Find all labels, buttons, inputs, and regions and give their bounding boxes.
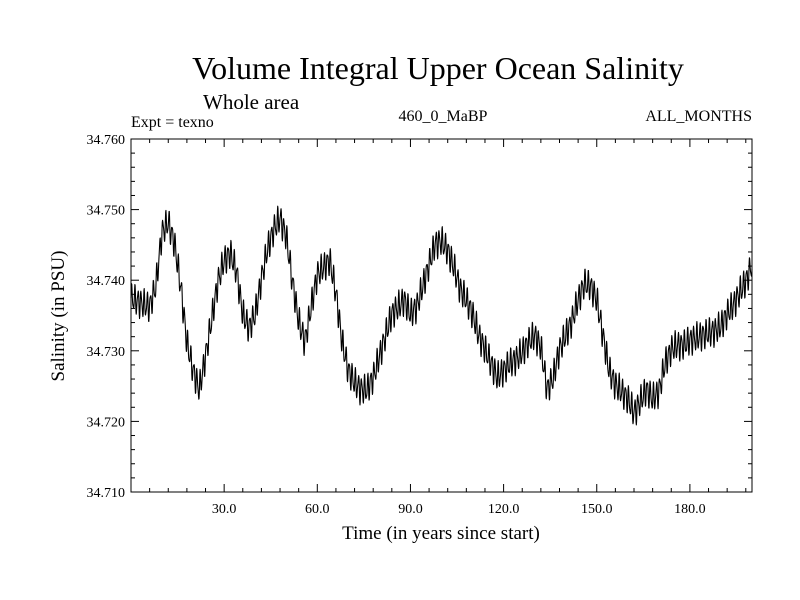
y-tick-label: 34.710 bbox=[87, 486, 126, 501]
salinity-series-line bbox=[130, 205, 753, 426]
x-tick-label: 120.0 bbox=[488, 502, 520, 517]
y-tick-label: 34.740 bbox=[87, 274, 126, 289]
y-axis: 34.710 34.720 34.730 34.740 34.750 34.760 bbox=[87, 133, 752, 501]
y-tick-label: 34.730 bbox=[87, 345, 126, 360]
x-axis: 30.0 60.0 90.0 120.0 150.0 180.0 bbox=[130, 139, 747, 517]
experiment-label: Expt = texno bbox=[131, 114, 214, 131]
months-label: ALL_MONTHS bbox=[645, 108, 752, 125]
period-label: 460_0_MaBP bbox=[399, 108, 488, 125]
x-tick-label: 60.0 bbox=[305, 502, 330, 517]
y-tick-label: 34.720 bbox=[87, 415, 126, 430]
chart-title: Volume Integral Upper Ocean Salinity bbox=[192, 50, 684, 86]
x-tick-label: 180.0 bbox=[674, 502, 706, 517]
y-tick-label: 34.750 bbox=[87, 204, 126, 219]
chart-subtitle: Whole area bbox=[203, 90, 300, 114]
x-tick-label: 150.0 bbox=[581, 502, 613, 517]
y-axis-label: Salinity (in PSU) bbox=[48, 251, 69, 382]
y-tick-label: 34.760 bbox=[87, 133, 126, 148]
x-tick-label: 90.0 bbox=[398, 502, 423, 517]
plot-frame bbox=[130, 138, 753, 493]
x-axis-label: Time (in years since start) bbox=[342, 523, 540, 544]
x-tick-label: 30.0 bbox=[212, 502, 237, 517]
